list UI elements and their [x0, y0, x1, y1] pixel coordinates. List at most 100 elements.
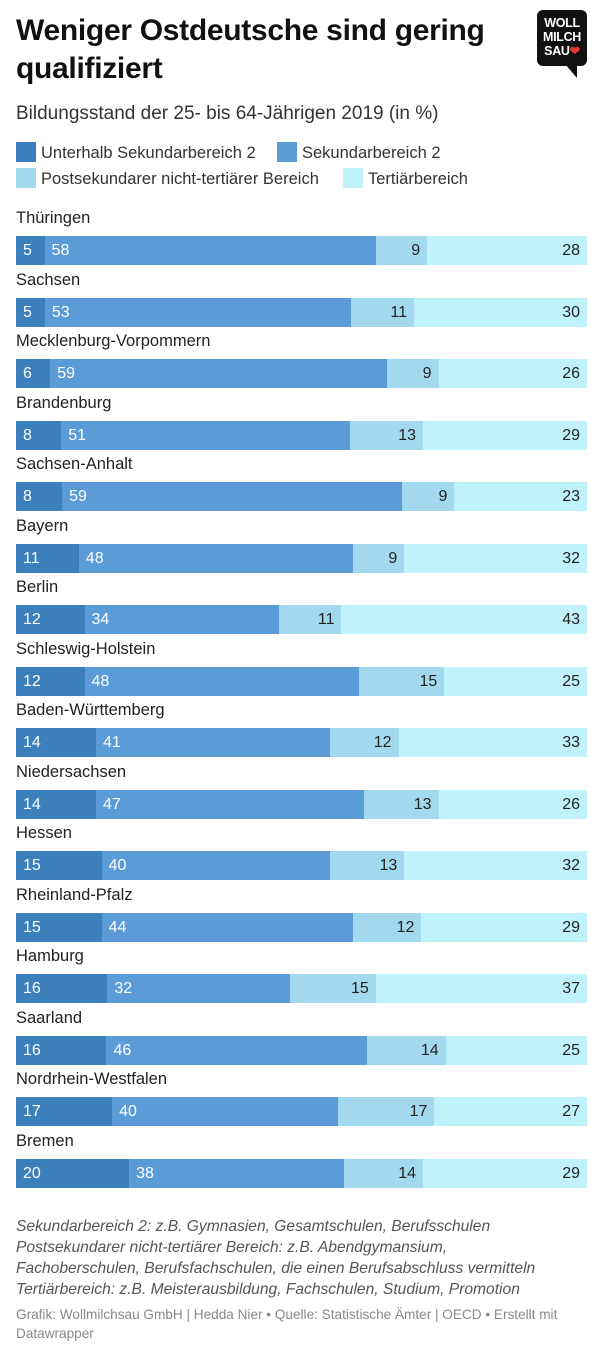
data-label: 8 — [23, 488, 32, 505]
category-label: Mecklenburg-Vorpommern — [16, 332, 211, 350]
bar-segment — [398, 728, 587, 757]
bar-segment — [421, 912, 587, 942]
bar-row: Brandenburg 8 51 13 29 — [16, 391, 587, 453]
bar-segment — [341, 605, 587, 634]
bar-segment — [84, 666, 359, 696]
bar-segment — [16, 420, 62, 450]
bar-segment — [290, 974, 376, 1003]
bar-segment — [16, 912, 102, 942]
data-label: 48 — [91, 672, 110, 690]
data-label: 40 — [119, 1103, 137, 1120]
bar-segment — [278, 605, 342, 634]
data-label: 59 — [69, 488, 87, 505]
bar-segment — [101, 851, 331, 880]
bar-segment — [338, 1097, 435, 1126]
bar-segment — [101, 912, 353, 942]
source-credit: Grafik: Wollmilchsau GmbH | Hedda Nier •… — [16, 1307, 558, 1341]
bar-segment — [358, 666, 445, 696]
bar-segment — [427, 236, 587, 265]
data-label: 13 — [413, 795, 432, 813]
bar-segment — [434, 1097, 587, 1126]
bar-segment — [330, 728, 399, 757]
data-label: 9 — [438, 488, 448, 505]
category-label: Baden-Württemberg — [16, 701, 165, 719]
footnote-line: Fachoberschulen, Berufsfachschulen, die … — [16, 1260, 536, 1277]
bar-row: Bremen 20 38 14 29 — [16, 1129, 587, 1191]
bar-row: Hamburg 16 32 15 37 — [16, 944, 587, 1006]
data-label: 12 — [373, 734, 392, 751]
data-label: 9 — [411, 242, 421, 259]
bar-row: Schleswig-Holstein 12 48 15 25 — [16, 637, 587, 699]
data-label: 25 — [562, 672, 580, 690]
bar-segment — [16, 851, 102, 880]
bar-segment — [343, 1158, 424, 1188]
heart-icon: ❤ — [569, 44, 580, 58]
bar-row: Berlin 12 34 11 43 — [16, 575, 587, 637]
data-label: 15 — [23, 918, 41, 936]
bar-segment — [375, 236, 428, 265]
bar-row: Thüringen 5 58 9 28 — [16, 206, 587, 268]
data-label: 30 — [562, 303, 580, 321]
data-label: 11 — [390, 303, 407, 321]
bar-row: Sachsen 5 53 11 30 — [16, 268, 587, 330]
chart-title: Weniger Ostdeutsche sind gering qualifiz… — [16, 14, 485, 85]
bar-segment — [16, 605, 85, 634]
bar-segment — [349, 420, 424, 450]
logo-speech-tail — [565, 64, 577, 78]
data-label: 28 — [562, 242, 580, 259]
bar-segment — [387, 359, 439, 388]
bar-segment — [16, 1035, 107, 1065]
data-label: 43 — [562, 611, 580, 628]
legend-label: Sekundarbereich 2 — [302, 144, 441, 162]
bar-segment — [404, 543, 587, 573]
stacked-bar: 5 53 11 30 — [16, 297, 587, 327]
bar-segment — [454, 482, 587, 511]
data-label: 44 — [108, 918, 127, 936]
bar-segment — [352, 543, 405, 573]
legend-item: Unterhalb Sekundarbereich 2 — [16, 142, 256, 164]
data-label: 8 — [23, 426, 32, 444]
category-label: Niedersachsen — [16, 762, 127, 781]
data-label: 16 — [23, 980, 41, 997]
data-label: 27 — [562, 1103, 580, 1120]
data-label: 47 — [102, 795, 121, 813]
bar-segment — [404, 851, 587, 880]
data-label: 9 — [388, 549, 398, 567]
bar-row: Bayern 11 48 9 32 — [16, 514, 587, 576]
data-label: 29 — [562, 1164, 580, 1182]
bar-segment — [402, 482, 455, 511]
data-label: 38 — [136, 1164, 154, 1182]
stacked-bar: 11 48 9 32 — [16, 543, 587, 573]
data-label: 51 — [68, 426, 87, 444]
bar-row: Baden-Württemberg 14 41 12 33 — [16, 698, 587, 760]
bar-row: Saarland 16 46 14 25 — [16, 1006, 587, 1068]
category-label: Sachsen — [16, 270, 81, 289]
data-label: 14 — [23, 795, 41, 813]
stacked-bar: 12 48 15 25 — [16, 666, 587, 696]
bar-segment — [16, 236, 45, 265]
category-label: Hamburg — [16, 947, 84, 965]
category-label: Brandenburg — [16, 393, 112, 412]
data-label: 12 — [23, 611, 41, 628]
bar-row: Niedersachsen 14 47 13 26 — [16, 760, 587, 822]
bar-segment — [62, 482, 403, 511]
bar-segment — [95, 728, 331, 757]
wollmilchsau-logo: WOLL MILCH SAU❤ — [537, 10, 587, 78]
category-label: Bremen — [16, 1131, 74, 1150]
bar-segment — [78, 543, 353, 573]
category-label: Saarland — [16, 1008, 83, 1027]
data-label: 48 — [85, 549, 104, 567]
bar-row: Rheinland-Pfalz 15 44 12 29 — [16, 883, 587, 945]
bar-segment — [61, 420, 350, 450]
bar-segment — [444, 666, 587, 696]
bar-segment — [16, 666, 85, 696]
bar-row: Mecklenburg-Vorpommern 6 59 9 26 — [16, 329, 587, 391]
bar-segment — [95, 789, 365, 819]
data-label: 58 — [51, 242, 70, 259]
category-label: Sachsen-Anhalt — [16, 455, 133, 473]
data-label: 26 — [562, 795, 580, 813]
legend-label: Tertiärbereich — [368, 170, 468, 188]
stacked-bar: 15 40 13 32 — [16, 851, 587, 880]
stacked-bar: 8 59 9 23 — [16, 482, 587, 511]
legend-item: Sekundarbereich 2 — [277, 142, 441, 164]
